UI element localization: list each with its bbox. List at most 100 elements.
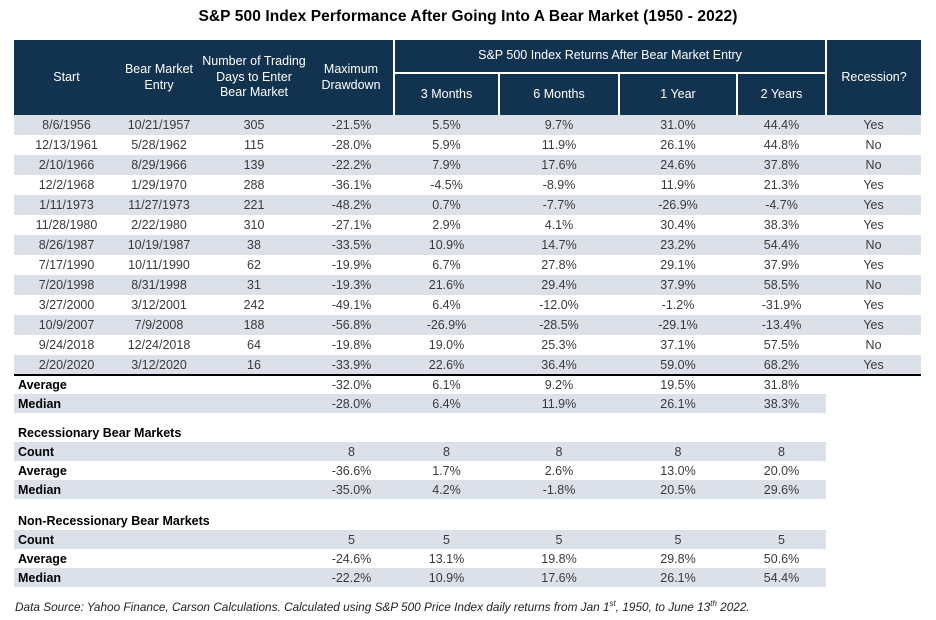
table-row: 12/13/1961 5/28/1962 115 -28.0% 5.9% 11.… bbox=[14, 135, 921, 155]
cell-3-months: 19.0% bbox=[428, 338, 465, 352]
cell-days: 62 bbox=[247, 258, 261, 272]
cell-drawdown: -56.8% bbox=[309, 315, 394, 335]
table-row: 7/20/1998 8/31/1998 31 -19.3% 21.6% 29.4… bbox=[14, 275, 922, 295]
table-row: 7/17/1990 10/11/1990 62 -19.9% 6.7% 27.8… bbox=[14, 255, 921, 275]
cell-drawdown: -21.5% bbox=[309, 115, 394, 135]
cell-start: 11/28/1980 bbox=[35, 218, 98, 232]
cell-6-months: 29.4% bbox=[499, 275, 619, 295]
performance-table: Start Bear Market Entry Number of Tradin… bbox=[14, 40, 922, 587]
cell-empty bbox=[119, 374, 199, 394]
cell-2-years: 38.3% bbox=[737, 394, 827, 413]
cell-days: 38 bbox=[199, 235, 309, 255]
cell-days: 305 bbox=[199, 115, 309, 135]
cell-6-months: 5 bbox=[499, 530, 619, 549]
cell-6-months: -8.9% bbox=[542, 178, 576, 192]
cell-drawdown: -36.6% bbox=[331, 463, 372, 478]
footnote-superscript: st bbox=[609, 599, 616, 608]
cell-recession bbox=[826, 549, 921, 568]
cell-entry: 12/24/2018 bbox=[127, 338, 191, 352]
cell-6-months: -12.0% bbox=[539, 298, 579, 312]
cell-drawdown: -19.8% bbox=[331, 338, 372, 352]
cell-recession bbox=[826, 461, 921, 480]
summary-row: Average -32.0% 6.1% 9.2% 19.5% 31.8% bbox=[14, 374, 922, 394]
cell-2-years: 38.3% bbox=[763, 218, 800, 232]
table-row: 12/2/1968 1/29/1970 288 -36.1% -4.5% -8.… bbox=[14, 175, 921, 195]
cell-6-months: 25.3% bbox=[541, 338, 577, 352]
cell-drawdown: -28.0% bbox=[331, 138, 372, 152]
cell-entry: 8/29/1966 bbox=[119, 155, 199, 175]
cell-3-months: 0.7% bbox=[394, 195, 499, 215]
section-title-non-recessionary: Non-Recessionary Bear Markets bbox=[18, 514, 210, 528]
cell-days: 288 bbox=[243, 178, 265, 192]
cell-2-years: -31.9% bbox=[761, 298, 802, 312]
data-rows: 8/6/1956 10/21/1957 305 -21.5% 5.5% 9.7%… bbox=[14, 115, 922, 375]
cell-start: 2/10/1966 bbox=[14, 155, 119, 175]
cell-3-months: 6.1% bbox=[394, 374, 499, 394]
column-header-max-drawdown: Maximum Drawdown bbox=[309, 40, 394, 115]
cell-2-years: 44.4% bbox=[737, 115, 827, 135]
cell-1-year: 37.9% bbox=[619, 275, 737, 295]
cell-start: 10/9/2007 bbox=[14, 315, 119, 335]
cell-empty bbox=[119, 549, 199, 568]
cell-entry: 11/27/1973 bbox=[119, 195, 199, 215]
column-group-returns: S&P 500 Index Returns After Bear Market … bbox=[392, 40, 828, 74]
cell-1-year: 20.5% bbox=[619, 480, 737, 499]
cell-3-months: 6.7% bbox=[432, 258, 461, 272]
cell-days: 242 bbox=[243, 298, 265, 312]
table-row: 1/11/1973 11/27/1973 221 -48.2% 0.7% -7.… bbox=[14, 195, 922, 215]
cell-recession: Yes bbox=[826, 195, 922, 215]
cell-3-months: 7.9% bbox=[394, 155, 499, 175]
summary-label: Average bbox=[14, 374, 119, 394]
cell-3-months: 6.4% bbox=[394, 394, 499, 413]
table-header: Start Bear Market Entry Number of Tradin… bbox=[14, 40, 922, 115]
cell-days: 31 bbox=[199, 275, 309, 295]
cell-drawdown: -36.1% bbox=[331, 178, 372, 192]
column-header-bear-market-entry: Bear Market Entry bbox=[119, 40, 199, 115]
cell-recession: Yes bbox=[826, 315, 922, 335]
cell-6-months: 17.6% bbox=[499, 568, 619, 587]
cell-6-months: 14.7% bbox=[499, 235, 619, 255]
cell-empty bbox=[119, 442, 199, 461]
column-header-start: Start bbox=[14, 40, 119, 115]
summary-row: Median -28.0% 6.4% 11.9% 26.1% 38.3% bbox=[14, 394, 921, 413]
cell-start: 12/13/1961 bbox=[35, 138, 98, 152]
cell-entry: 8/31/1998 bbox=[119, 275, 199, 295]
summary-row: Median -35.0% 4.2% -1.8% 20.5% 29.6% bbox=[14, 480, 921, 499]
table-row: 9/24/2018 12/24/2018 64 -19.8% 19.0% 25.… bbox=[14, 335, 921, 355]
cell-1-year: 23.2% bbox=[619, 235, 737, 255]
cell-drawdown: 8 bbox=[309, 442, 394, 461]
cell-start: 8/26/1987 bbox=[14, 235, 119, 255]
cell-6-months: 9.7% bbox=[499, 115, 619, 135]
cell-recession: Yes bbox=[826, 355, 922, 375]
column-header-1-year: 1 Year bbox=[618, 73, 737, 115]
cell-recession: No bbox=[826, 275, 922, 295]
cell-days: 188 bbox=[199, 315, 309, 335]
cell-6-months: 8 bbox=[499, 442, 619, 461]
recessionary-rows: Count 8 8 8 8 8 Average -36.6% 1.7% bbox=[14, 442, 921, 499]
cell-3-months: 10.9% bbox=[394, 235, 499, 255]
cell-entry: 10/19/1987 bbox=[119, 235, 199, 255]
cell-2-years: 44.8% bbox=[763, 138, 800, 152]
summary-row: Count 8 8 8 8 8 bbox=[14, 442, 921, 461]
cell-3-months: 5.9% bbox=[432, 138, 461, 152]
cell-recession: No bbox=[865, 138, 882, 152]
cell-1-year: 29.8% bbox=[660, 551, 696, 566]
cell-3-months: 5.5% bbox=[394, 115, 499, 135]
cell-6-months: 9.2% bbox=[499, 374, 619, 394]
cell-6-months: 2.6% bbox=[544, 463, 574, 478]
cell-1-year: 31.0% bbox=[619, 115, 737, 135]
cell-3-months: -4.5% bbox=[430, 178, 463, 192]
cell-empty bbox=[119, 480, 199, 499]
cell-1-year: 8 bbox=[619, 442, 737, 461]
footnote-superscript: th bbox=[710, 599, 717, 608]
summary-label: Median bbox=[14, 568, 119, 587]
recessionary-section-header: Recessionary Bear Markets bbox=[14, 413, 922, 442]
cell-empty bbox=[119, 394, 199, 413]
cell-empty bbox=[199, 374, 309, 394]
cell-drawdown: -49.1% bbox=[331, 298, 372, 312]
cell-1-year: 26.1% bbox=[619, 568, 737, 587]
cell-recession bbox=[826, 394, 921, 413]
cell-entry: 5/28/1962 bbox=[131, 138, 187, 152]
cell-drawdown: -33.5% bbox=[309, 235, 394, 255]
cell-6-months: 19.8% bbox=[541, 551, 577, 566]
